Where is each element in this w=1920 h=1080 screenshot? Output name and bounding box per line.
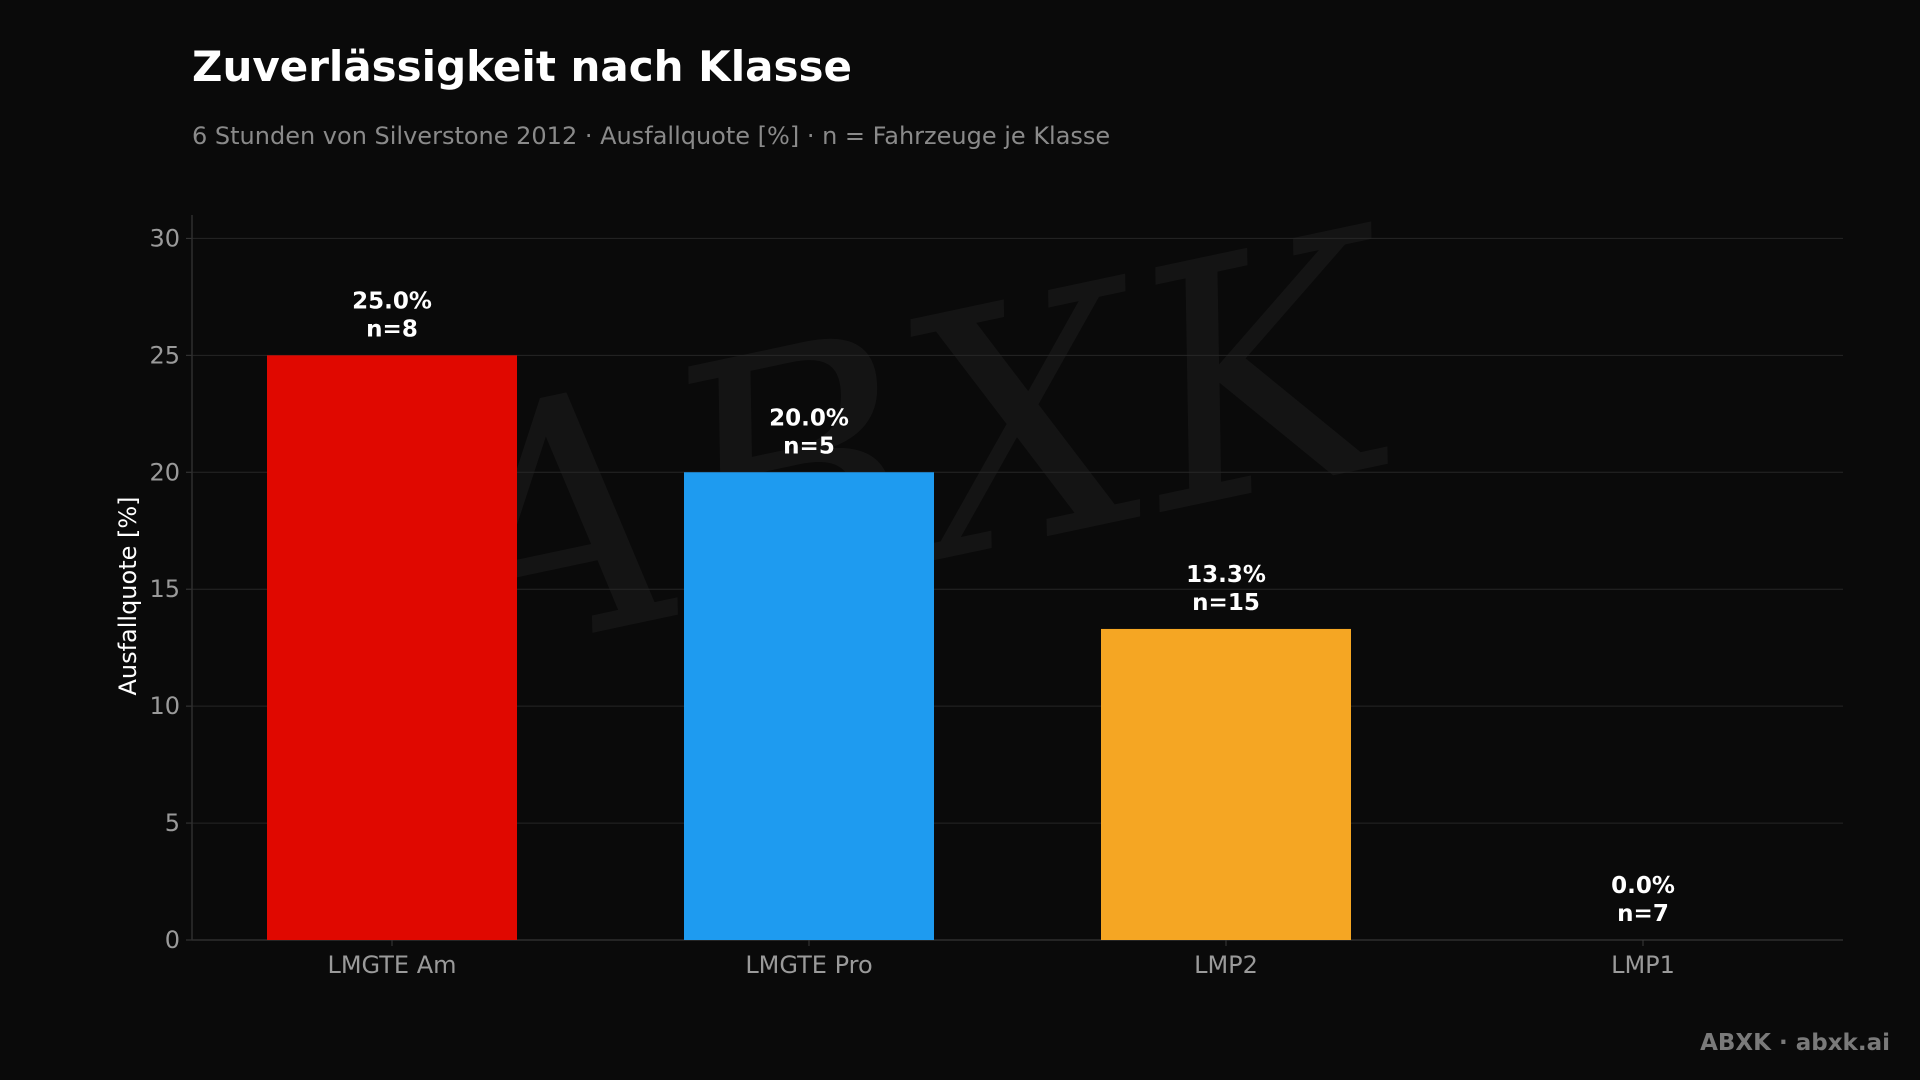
chart-title: Zuverlässigkeit nach Klasse: [192, 42, 852, 91]
footer-brand: ABXK · abxk.ai: [1700, 1030, 1890, 1056]
y-tick-label: 20: [149, 458, 180, 486]
y-axis-title: Ausfallquote [%]: [114, 496, 142, 695]
x-tick-label: LMGTE Pro: [745, 951, 872, 979]
bar-value-label: 13.3%: [1186, 562, 1266, 588]
y-tick-label: 0: [165, 926, 180, 954]
bar-value-label: 25.0%: [352, 288, 432, 314]
bar: [267, 355, 517, 940]
bar-count-label: n=15: [1192, 590, 1260, 616]
x-tick-label: LMGTE Am: [327, 951, 456, 979]
bar-count-label: n=5: [783, 433, 835, 459]
y-tick-label: 10: [149, 692, 180, 720]
bars: [267, 355, 1351, 940]
chart-subtitle: 6 Stunden von Silverstone 2012 · Ausfall…: [192, 122, 1111, 150]
bar-count-label: n=8: [366, 316, 418, 342]
y-tick-label: 30: [149, 224, 180, 252]
bar: [684, 472, 934, 940]
axes: 0 5 10 15 20 25 30 LMGTE Am LMGTE Pro LMP2 LMP1: [149, 215, 1843, 979]
x-tick-label: LMP2: [1194, 951, 1258, 979]
bar-count-label: n=7: [1617, 901, 1669, 927]
bar: [1101, 628, 1351, 940]
y-tick-label: 15: [149, 575, 180, 603]
bar-value-label: 0.0%: [1611, 873, 1675, 899]
bar-value-label: 20.0%: [769, 405, 849, 431]
y-tick-label: 5: [165, 809, 180, 837]
y-tick-label: 25: [149, 341, 180, 369]
data-labels: 25.0%n=8 20.0%n=5 13.3%n=15 0.0%n=7: [352, 288, 1675, 927]
x-tick-label: LMP1: [1611, 951, 1675, 979]
